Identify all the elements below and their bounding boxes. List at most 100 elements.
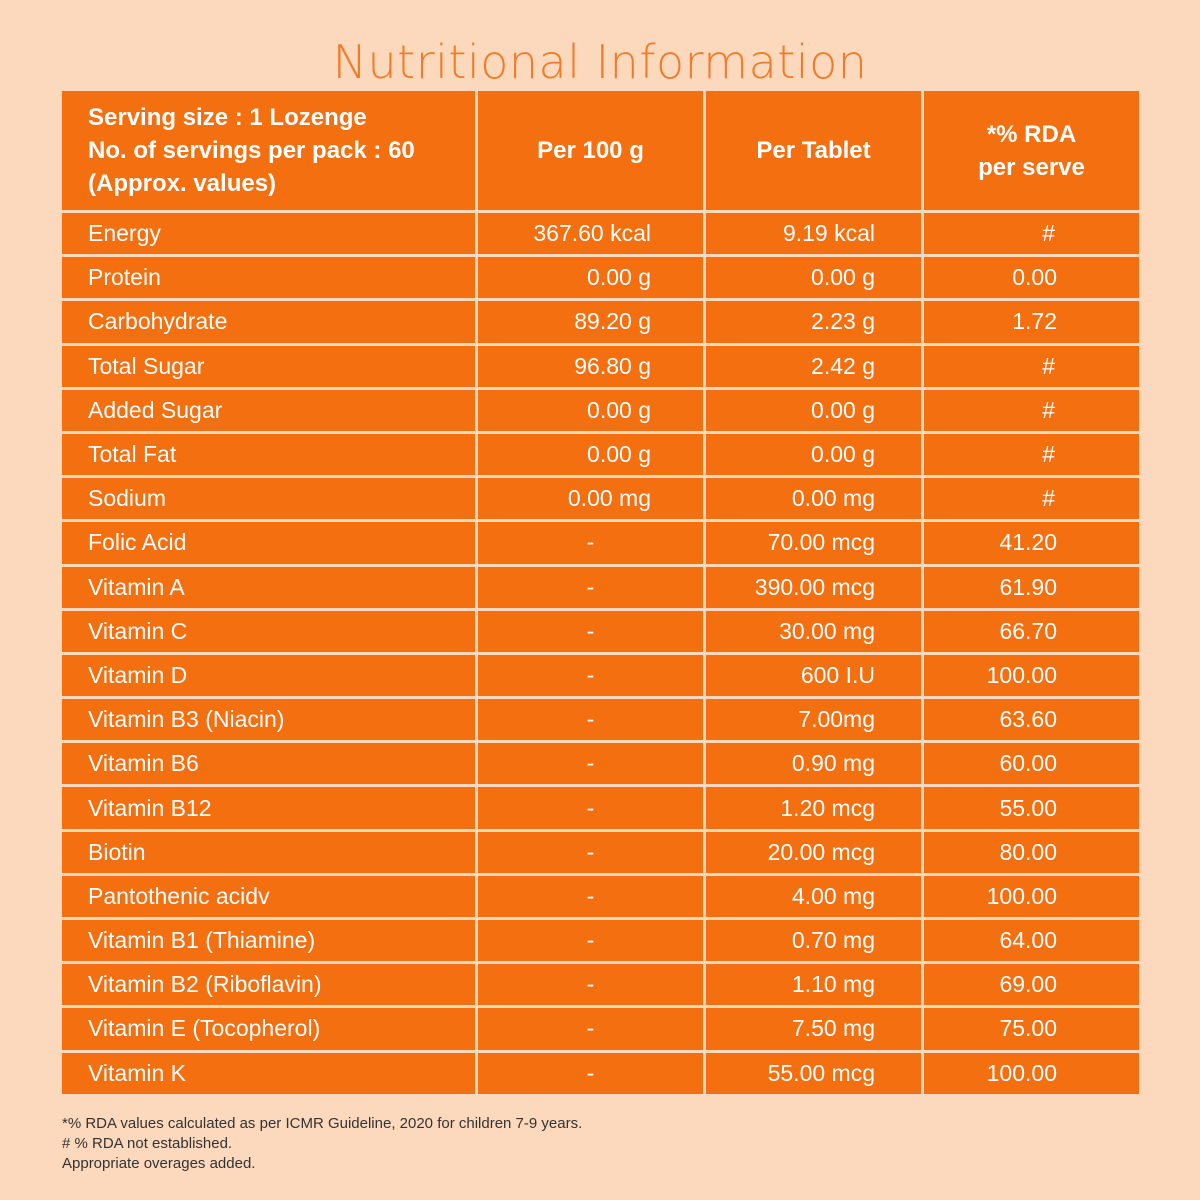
nutrient-name-cell: Vitamin E (Tocopherol) [62,1008,475,1050]
footnotes: *% RDA values calculated as per ICMR Gui… [62,1114,582,1174]
per-tablet-cell-text: 0.00 g [811,396,875,423]
per-100g-cell: - [478,654,703,697]
nutrient-name-cell-text: Vitamin B3 (Niacin) [88,706,285,733]
nutrient-name-cell: Vitamin B6 [62,743,475,785]
per-100g-cell: - [478,610,703,652]
per-tablet-cell-text: 4.00 mg [791,882,875,909]
nutrient-name-cell-text: Carbohydrate [88,308,228,335]
per-tablet-cell: 2.23 g [706,301,921,343]
per-100g-cell: - [478,964,703,1006]
nutrient-name-cell: Total Sugar [62,345,475,387]
nutrient-name-cell-text: Protein [88,264,161,291]
rda-cell-text: # [1042,441,1055,468]
per-100g-cell: - [478,920,703,962]
per-100g-cell: - [478,699,703,741]
nutrient-name-cell-text: Vitamin E (Tocopherol) [88,1015,321,1042]
nutrient-name-cell: Vitamin A [62,566,475,608]
per-tablet-cell-text: 0.00 g [811,441,875,468]
rda-cell: 69.00 [924,964,1139,1006]
overages-footnote: Appropriate overages added. [62,1155,256,1172]
per-100g-header-label: Per 100 g [537,137,644,164]
nutrient-name-cell: Vitamin B12 [62,787,475,829]
rda-cell: 66.70 [924,610,1139,652]
serving-info-header: Serving size : 1 Lozenge No. of servings… [62,91,475,210]
nutrient-name-cell-text: Folic Acid [88,529,187,556]
per-100g-cell: 0.00 g [478,257,703,299]
per-tablet-cell: 9.19 kcal [706,213,921,255]
per-100g-cell-text: - [586,706,595,733]
per-100g-cell-text: 367.60 kcal [533,220,651,247]
nutrient-name-cell: Carbohydrate [62,301,475,343]
nutrient-name-cell-text: Energy [88,220,161,247]
per-tablet-cell-text: 7.00mg [798,706,875,733]
rda-cell: 41.20 [924,522,1139,564]
rda-cell-text: 1.72 [1012,308,1057,335]
rda-cell: 60.00 [924,743,1139,785]
rda-cell-text: # [1042,352,1055,379]
per-tablet-cell-text: 20.00 mcg [767,838,875,865]
per-100g-cell-text: - [586,1015,595,1042]
per-tablet-cell: 20.00 mcg [706,831,921,873]
rda-footnote: *% RDA values calculated as per ICMR Gui… [62,1115,583,1132]
rda-cell: # [924,345,1139,387]
per-100g-cell-text: - [586,617,595,644]
rda-cell: 63.60 [924,699,1139,741]
per-100g-cell-text: - [586,661,595,688]
per-100g-cell-text: 0.00 mg [567,485,651,512]
nutrient-name-cell: Sodium [62,478,475,520]
nutrient-name-cell: Energy [62,213,475,255]
per-100g-cell-text: - [586,882,595,909]
per-tablet-header: Per Tablet [706,91,921,210]
nutrient-name-cell-text: Vitamin D [88,661,188,688]
nutrient-name-cell-text: Total Sugar [88,352,205,379]
per-100g-cell-text: - [586,971,595,998]
rda-cell-text: 66.70 [999,617,1057,644]
rda-cell-text: 60.00 [999,750,1057,777]
per-100g-cell: 367.60 kcal [478,213,703,255]
per-tablet-cell: 55.00 mcg [706,1052,921,1094]
per-100g-cell-text: - [586,794,595,821]
rda-header: *% RDA per serve [924,91,1139,210]
per-100g-cell-text: - [586,1059,595,1086]
rda-cell-text: 80.00 [999,838,1057,865]
per-tablet-cell-text: 0.00 g [811,264,875,291]
per-tablet-cell: 0.00 g [706,433,921,476]
rda-cell: 100.00 [924,654,1139,697]
rda-cell-text: 55.00 [999,794,1057,821]
nutrient-name-cell-text: Vitamin A [88,573,185,600]
nutrient-name-cell-text: Biotin [88,838,146,865]
nutrient-name-cell-text: Pantothenic acidv [88,882,270,909]
per-100g-cell: - [478,787,703,829]
per-100g-cell: 96.80 g [478,345,703,387]
rda-cell-text: 100.00 [986,882,1057,909]
rda-cell: 64.00 [924,920,1139,962]
per-tablet-cell: 600 I.U [706,654,921,697]
nutrient-name-cell-text: Vitamin B1 (Thiamine) [88,927,316,954]
per-100g-cell: - [478,831,703,873]
rda-cell: # [924,433,1139,476]
per-tablet-cell: 0.00 g [706,257,921,299]
rda-cell-text: # [1042,396,1055,423]
per-tablet-cell-text: 0.90 mg [791,750,875,777]
nutrient-name-cell: Vitamin C [62,610,475,652]
per-tablet-cell-text: 0.70 mg [791,927,875,954]
per-100g-cell-text: - [586,529,595,556]
per-100g-cell-text: 0.00 g [587,441,651,468]
per-100g-cell: 0.00 g [478,433,703,476]
rda-header-line2: per serve [978,153,1085,181]
rda-cell: # [924,389,1139,431]
per-100g-cell: - [478,875,703,917]
per-100g-cell: 89.20 g [478,301,703,343]
nutrient-name-cell: Vitamin B3 (Niacin) [62,699,475,741]
not-established-footnote: # % RDA not established. [62,1135,233,1152]
per-100g-cell-text: - [586,927,595,954]
per-tablet-cell: 0.00 g [706,389,921,431]
per-tablet-cell: 0.70 mg [706,920,921,962]
nutrient-name-cell: Vitamin B2 (Riboflavin) [62,964,475,1006]
rda-cell-text: 100.00 [986,661,1057,688]
per-tablet-cell-text: 2.23 g [811,308,875,335]
per-100g-cell-text: - [586,573,595,600]
approx-values-label: (Approx. values) [88,170,277,197]
rda-cell: 100.00 [924,1052,1139,1094]
per-100g-cell: - [478,1052,703,1094]
